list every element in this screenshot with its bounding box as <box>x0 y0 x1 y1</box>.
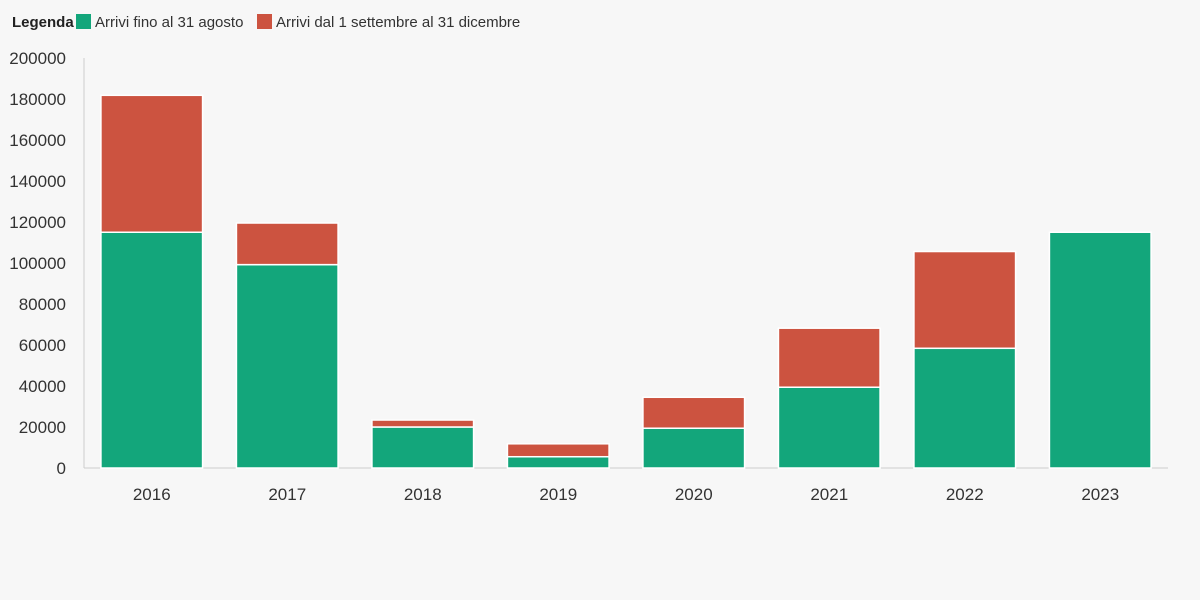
y-tick-label-20000: 20000 <box>19 418 66 437</box>
bar-2017-arrivi-dal-1-settembre-al-31-dicembre <box>235 222 339 266</box>
legend-swatch-arrivi-dal-1-settembre <box>257 14 272 29</box>
y-tick-label-120000: 120000 <box>9 213 66 232</box>
y-tick-label-40000: 40000 <box>19 377 66 396</box>
bar-2022-arrivi-dal-1-settembre-al-31-dicembre <box>913 250 1017 350</box>
x-tick-label-2022: 2022 <box>946 485 984 504</box>
x-tick-label-2023: 2023 <box>1081 485 1119 504</box>
bar-2020-arrivi-fino-al-31-agosto <box>642 427 746 469</box>
bar-2017-arrivi-fino-al-31-agosto <box>235 263 339 469</box>
y-axis: 0 20000 40000 60000 80000 100000 120000 140000 1… <box>9 49 85 478</box>
y-tick-label-0: 0 <box>57 459 66 478</box>
x-tick-label-2017: 2017 <box>268 485 306 504</box>
y-tick-label-200000: 200000 <box>9 49 66 68</box>
legend-swatch-arrivi-fino-al-31-agosto <box>76 14 91 29</box>
legend-label-arrivi-dal-1-settembre: Arrivi dal 1 settembre al 31 dicembre <box>276 14 520 31</box>
y-tick-label-80000: 80000 <box>19 295 66 314</box>
legend-title: Legenda <box>12 14 74 31</box>
y-tick-label-60000: 60000 <box>19 336 66 355</box>
y-tick-label-100000: 100000 <box>9 254 66 273</box>
bar-2016-arrivi-dal-1-settembre-al-31-dicembre <box>100 94 204 233</box>
y-tick-label-180000: 180000 <box>9 90 66 109</box>
bar-2023-arrivi-fino-al-31-agosto <box>1048 231 1152 469</box>
bar-2018-arrivi-dal-1-settembre-al-31-dicembre <box>371 419 475 428</box>
x-tick-label-2020: 2020 <box>675 485 713 504</box>
bars <box>100 94 1152 469</box>
y-tick-label-160000: 160000 <box>9 131 66 150</box>
bar-2018-arrivi-fino-al-31-agosto <box>371 426 475 469</box>
bar-2022-arrivi-fino-al-31-agosto <box>913 347 1017 469</box>
bar-2016-arrivi-fino-al-31-agosto <box>100 231 204 469</box>
bar-2019-arrivi-fino-al-31-agosto <box>506 455 610 469</box>
legend-label-arrivi-fino-al-31-agosto: Arrivi fino al 31 agosto <box>95 14 243 31</box>
x-tick-label-2018: 2018 <box>404 485 442 504</box>
x-tick-label-2019: 2019 <box>539 485 577 504</box>
x-tick-label-2021: 2021 <box>810 485 848 504</box>
x-tick-label-2016: 2016 <box>133 485 171 504</box>
y-tick-label-140000: 140000 <box>9 172 66 191</box>
legend: Legenda Arrivi fino al 31 agosto Arrivi … <box>12 14 520 31</box>
bar-2019-arrivi-dal-1-settembre-al-31-dicembre <box>506 443 610 458</box>
bar-2021-arrivi-dal-1-settembre-al-31-dicembre <box>777 327 881 388</box>
bar-2021-arrivi-fino-al-31-agosto <box>777 386 881 469</box>
x-axis: 2016 2017 2018 2019 2020 2021 2022 2023 <box>84 467 1168 504</box>
bar-2020-arrivi-dal-1-settembre-al-31-dicembre <box>642 396 746 429</box>
